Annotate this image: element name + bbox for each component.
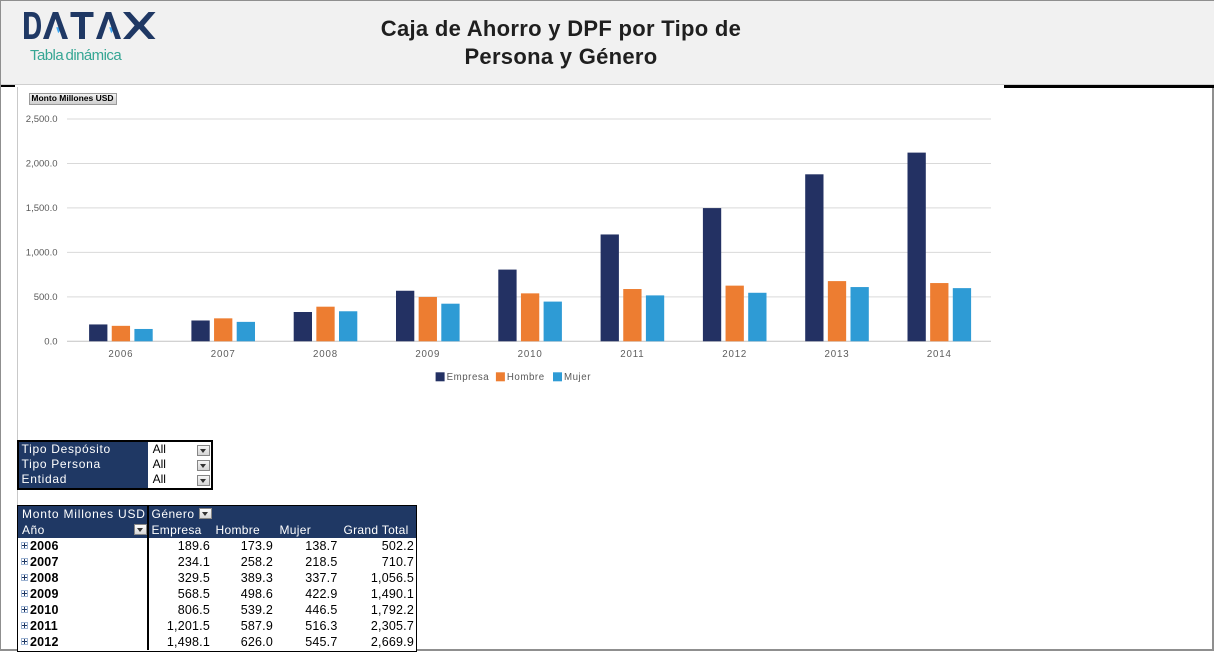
svg-text:2008: 2008	[313, 349, 338, 360]
svg-text:1,500.0: 1,500.0	[26, 203, 58, 214]
svg-text:2010: 2010	[518, 349, 543, 360]
svg-text:Hombre: Hombre	[507, 372, 545, 383]
svg-text:2007: 2007	[211, 349, 236, 360]
svg-text:0.0: 0.0	[44, 337, 57, 348]
svg-text:500.0: 500.0	[34, 292, 58, 303]
svg-text:2014: 2014	[927, 349, 952, 360]
svg-text:2012: 2012	[722, 349, 747, 360]
svg-text:2,000.0: 2,000.0	[26, 159, 58, 170]
svg-text:2006: 2006	[108, 349, 133, 360]
svg-text:2013: 2013	[825, 349, 850, 360]
svg-text:2011: 2011	[620, 349, 644, 360]
svg-text:2,500.0: 2,500.0	[26, 114, 58, 125]
svg-text:Mujer: Mujer	[564, 372, 591, 383]
svg-text:2009: 2009	[415, 349, 440, 360]
svg-text:1,000.0: 1,000.0	[26, 248, 58, 259]
svg-text:Empresa: Empresa	[447, 372, 490, 383]
